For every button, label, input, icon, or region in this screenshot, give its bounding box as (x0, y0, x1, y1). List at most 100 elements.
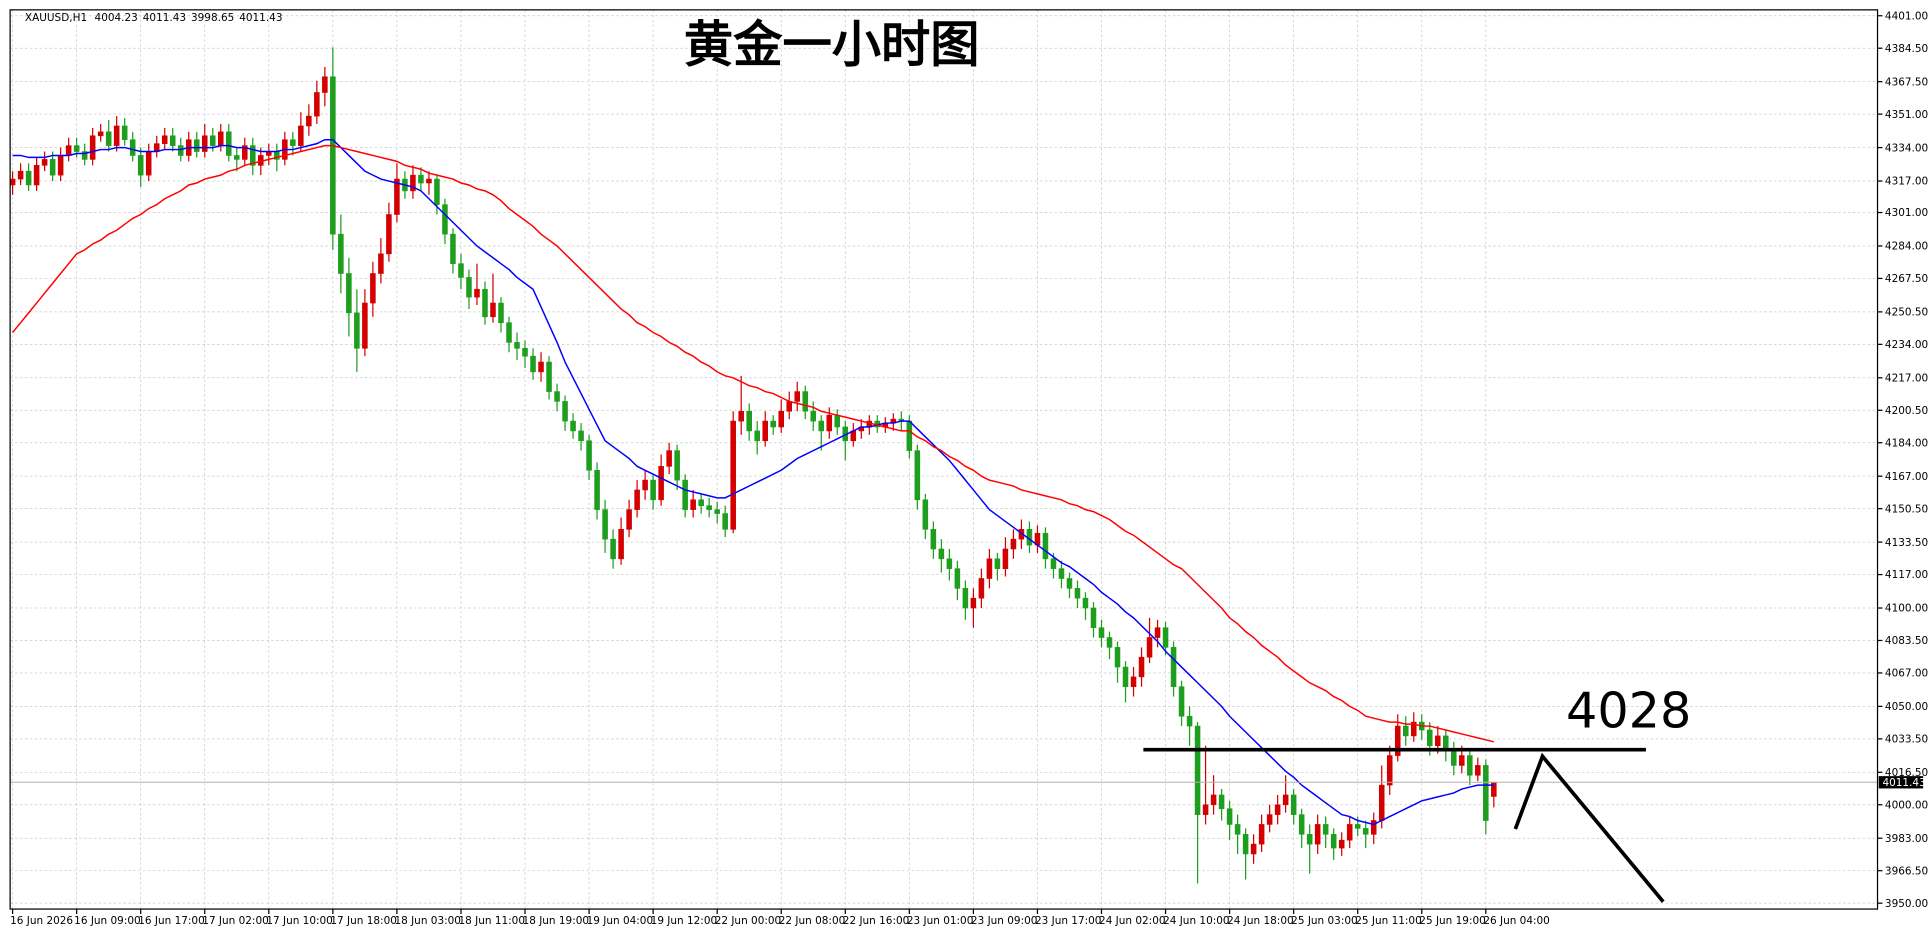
candle-body (145, 151, 152, 176)
y-tick-label: 4083.50 (1885, 635, 1928, 647)
x-tick-label: 18 Jun 03:00 (394, 915, 461, 927)
y-tick-label: 4384.50 (1885, 43, 1928, 55)
candle-body (1386, 755, 1393, 786)
candle-body (1082, 597, 1089, 609)
y-tick-label: 4016.50 (1885, 767, 1928, 779)
x-tick-label: 24 Jun 10:00 (1163, 915, 1230, 927)
candle-body (1050, 558, 1057, 569)
symbol: XAUUSD,H1 (25, 12, 87, 24)
candle-body (394, 178, 400, 215)
candle-body (970, 597, 977, 609)
candle-body (1226, 808, 1233, 825)
y-tick-label: 4367.50 (1885, 76, 1928, 88)
candle-body (1130, 676, 1137, 688)
x-tick-label: 23 Jun 09:00 (971, 915, 1038, 927)
candle-body (690, 499, 696, 510)
candle-body (1459, 755, 1465, 766)
candle-body (1394, 725, 1401, 756)
candle-body (578, 430, 584, 442)
x-tick-label: 25 Jun 11:00 (1355, 915, 1422, 927)
plot (9, 47, 1878, 884)
candle-body (802, 391, 809, 412)
x-tick-label: 22 Jun 16:00 (843, 915, 910, 927)
candle-body (642, 479, 648, 491)
candle-body (1218, 794, 1225, 810)
candle-body (722, 513, 728, 530)
chart-header: XAUUSD,H1 4004.23 4011.43 3998.65 4011.43 (25, 12, 283, 24)
candle-body (1426, 729, 1433, 747)
candle-body (346, 273, 352, 314)
plot-frame (9, 9, 1879, 910)
y-tick-label: 4000.00 (1885, 799, 1928, 811)
candle-body (498, 302, 504, 324)
y-tick-label: 4301.00 (1885, 207, 1928, 219)
x-tick-label: 17 Jun 18:00 (330, 915, 397, 927)
candle-body (706, 505, 712, 510)
candle-body (1314, 824, 1321, 845)
candle-body (562, 401, 568, 422)
y-tick-label: 4150.50 (1885, 503, 1928, 515)
candle-body (217, 131, 224, 146)
candle-body (410, 174, 416, 192)
candle-body (906, 420, 913, 451)
x-tick-label: 22 Jun 00:00 (715, 915, 782, 927)
candle-body (354, 312, 360, 349)
candle-body (113, 125, 120, 146)
y-tick-label: 3966.50 (1885, 865, 1928, 877)
candle-body (946, 558, 953, 569)
y-tick-label: 4267.50 (1885, 273, 1928, 285)
candle-body (770, 420, 776, 428)
candle-body (226, 131, 232, 156)
candle-body (1170, 647, 1177, 688)
header-low: 3998.65 (191, 12, 234, 24)
candle-body (17, 170, 24, 180)
candle-body (201, 135, 208, 152)
candle-body (290, 139, 296, 146)
candle-body (9, 178, 16, 186)
candle-body (650, 479, 656, 501)
candle-body (682, 479, 688, 510)
y-tick-label: 4200.50 (1885, 405, 1928, 417)
candle-body (1298, 814, 1305, 835)
candle-body (1475, 765, 1481, 776)
candle-body (49, 159, 56, 176)
candle-body (482, 288, 488, 318)
candle-body (474, 288, 480, 298)
candle-body (1354, 824, 1361, 829)
y-tick-label: 4033.50 (1885, 734, 1928, 746)
candle-body (298, 125, 304, 146)
candle-body (1002, 548, 1009, 569)
y-tick-label: 4284.00 (1885, 241, 1928, 253)
candle-body (490, 302, 496, 318)
candle-body (458, 263, 464, 278)
moving-average (12, 138, 1494, 826)
candle-body (1066, 578, 1073, 589)
x-tick-label: 22 Jun 08:00 (779, 915, 846, 927)
y-tick-label: 4401.00 (1885, 10, 1928, 22)
candle-body (818, 420, 825, 432)
candle-body (1146, 637, 1153, 658)
candle-body (658, 466, 664, 501)
candle-body (1362, 828, 1369, 835)
y-tick-label: 4351.00 (1885, 109, 1928, 121)
candle-body (1290, 794, 1297, 815)
level-label: 4028 (1566, 682, 1691, 740)
candle-body (1258, 824, 1265, 845)
candle-body (1370, 820, 1377, 835)
candle-body (442, 204, 448, 235)
candle-body (762, 420, 768, 442)
candle-body (666, 450, 672, 467)
candle-body (962, 588, 969, 609)
x-tick-label: 16 Jun 17:00 (138, 915, 205, 927)
candle-body (530, 355, 536, 373)
candle-body (986, 558, 993, 579)
header-open: 4004.23 (95, 12, 138, 24)
candle-body (778, 410, 785, 428)
candle-body (1435, 735, 1441, 747)
candle-body (161, 135, 168, 144)
x-tick-label: 19 Jun 04:00 (587, 915, 654, 927)
candle-body (1114, 647, 1121, 668)
projection-arrow (1513, 752, 1665, 903)
